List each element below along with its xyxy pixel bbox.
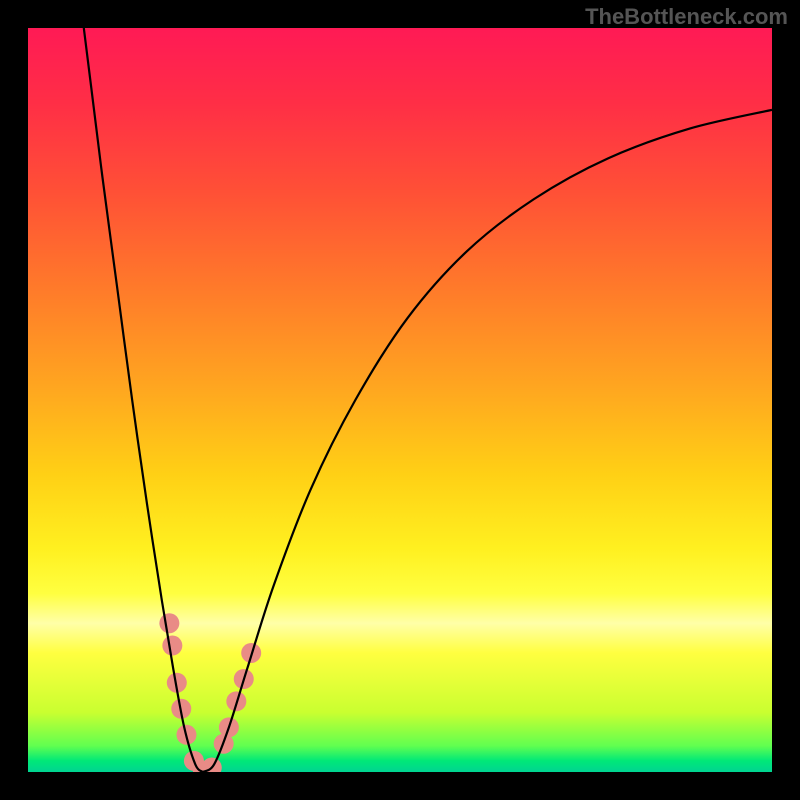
watermark-text: TheBottleneck.com	[585, 4, 788, 30]
data-marker	[202, 758, 222, 772]
plot-area	[28, 28, 772, 772]
curve-right	[203, 110, 772, 772]
curve-layer	[28, 28, 772, 772]
data-marker	[159, 613, 179, 633]
curve-left	[84, 28, 203, 772]
data-marker	[162, 636, 182, 656]
